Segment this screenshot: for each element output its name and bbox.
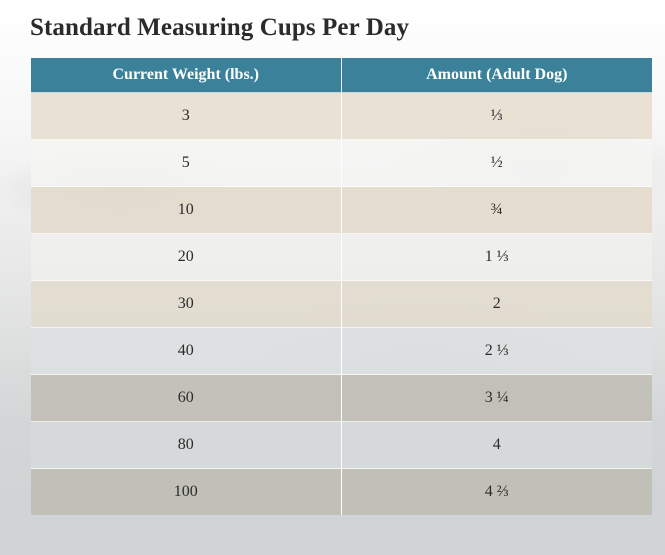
amount-cell: ½ <box>341 139 652 187</box>
table-row: 10 ¾ <box>31 186 652 234</box>
column-header-amount: Amount (Adult Dog) <box>341 58 652 93</box>
page-title: Standard Measuring Cups Per Day <box>30 14 410 41</box>
table-row: 100 4 ⅔ <box>31 468 652 515</box>
feeding-table: Current Weight (lbs.) Amount (Adult Dog)… <box>31 58 652 515</box>
table-body: 3 ⅓ 5 ½ 10 ¾ 20 1 ⅓ 30 2 40 2 ⅓ <box>31 92 652 515</box>
amount-cell: 1 ⅓ <box>341 233 652 281</box>
amount-cell: 3 ¼ <box>341 374 652 422</box>
feeding-table-container: Current Weight (lbs.) Amount (Adult Dog)… <box>31 58 652 515</box>
table-row: 80 4 <box>31 421 652 469</box>
weight-cell: 80 <box>31 421 342 469</box>
amount-cell: 2 <box>341 280 652 328</box>
weight-cell: 10 <box>31 186 342 234</box>
amount-cell: 2 ⅓ <box>341 327 652 375</box>
weight-cell: 3 <box>31 92 342 140</box>
table-row: 20 1 ⅓ <box>31 233 652 281</box>
weight-cell: 40 <box>31 327 342 375</box>
weight-cell: 100 <box>31 468 342 515</box>
weight-cell: 30 <box>31 280 342 328</box>
table-row: 3 ⅓ <box>31 92 652 140</box>
table-row: 5 ½ <box>31 139 652 187</box>
amount-cell: ¾ <box>341 186 652 234</box>
weight-cell: 5 <box>31 139 342 187</box>
amount-cell: 4 ⅔ <box>341 468 652 515</box>
table-row: 40 2 ⅓ <box>31 327 652 375</box>
amount-cell: ⅓ <box>341 92 652 140</box>
table-row: 30 2 <box>31 280 652 328</box>
column-header-weight: Current Weight (lbs.) <box>31 58 342 93</box>
amount-cell: 4 <box>341 421 652 469</box>
weight-cell: 20 <box>31 233 342 281</box>
table-header: Current Weight (lbs.) Amount (Adult Dog) <box>31 58 652 93</box>
table-header-row: Current Weight (lbs.) Amount (Adult Dog) <box>31 58 652 93</box>
weight-cell: 60 <box>31 374 342 422</box>
table-row: 60 3 ¼ <box>31 374 652 422</box>
